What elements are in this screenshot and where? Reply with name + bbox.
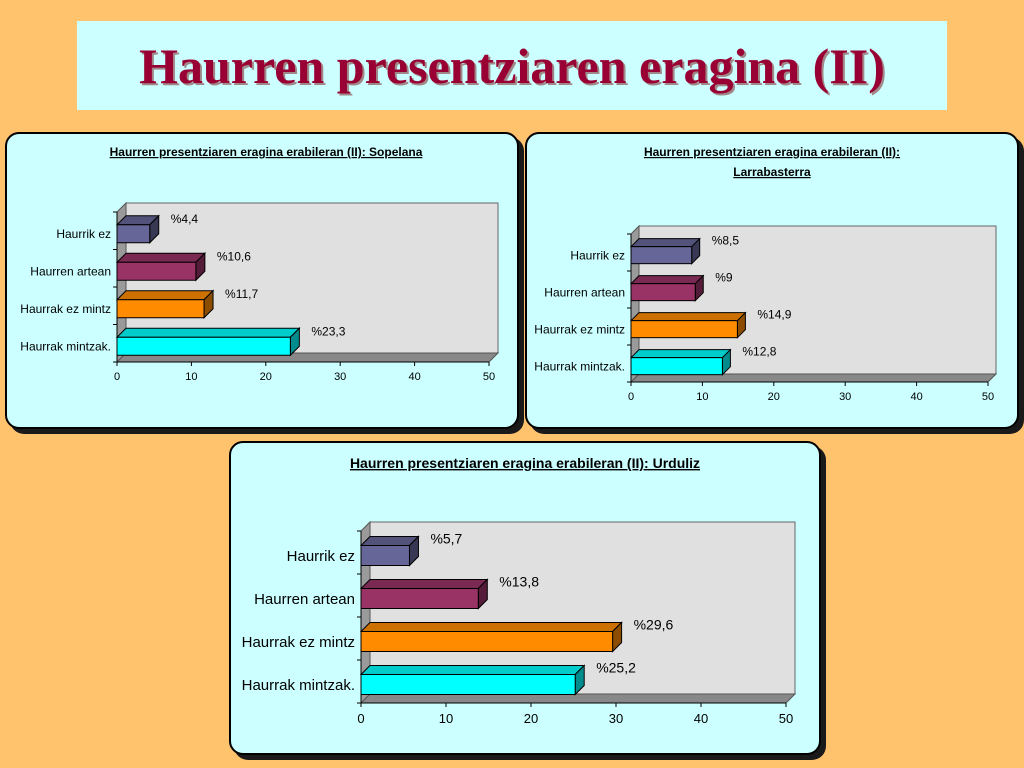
- x-tick-label: 30: [609, 711, 623, 726]
- data-label: %10,6: [217, 249, 251, 263]
- bar: [630, 283, 696, 302]
- bar: [630, 246, 693, 265]
- data-label: %8,5: [712, 234, 740, 248]
- x-tick-label: 50: [483, 371, 495, 383]
- bar-top-face: [115, 252, 207, 263]
- x-tick-label: 50: [779, 711, 793, 726]
- chart-urduliz: Haurren presentziaren eragina erabileran…: [242, 455, 797, 726]
- bar: [360, 674, 576, 695]
- x-tick-label: 40: [408, 371, 420, 383]
- category-label: Haurren artean: [30, 264, 111, 278]
- x-tick-label: 40: [910, 391, 922, 403]
- bar-top-face: [629, 312, 747, 322]
- category-label: Haurrik ez: [570, 248, 625, 262]
- bar-top-face: [629, 275, 705, 285]
- data-label: %12,8: [742, 345, 776, 359]
- chart-title: Haurren presentziaren eragina erabileran…: [110, 145, 423, 159]
- data-label: %23,3: [311, 324, 345, 338]
- data-label: %11,7: [225, 287, 258, 301]
- x-tick-label: 20: [260, 371, 272, 383]
- chart-title: Haurren presentziaren eragina erabileran…: [644, 145, 900, 159]
- data-label: %9: [715, 271, 733, 285]
- bar: [630, 320, 738, 339]
- x-tick-label: 0: [357, 711, 364, 726]
- x-tick-label: 10: [696, 391, 708, 403]
- data-label: %14,9: [757, 308, 791, 322]
- chart-panel-larrabasterra: Haurren presentziaren eragina erabileran…: [525, 132, 1019, 429]
- category-label: Haurrak mintzak.: [534, 359, 625, 373]
- bar: [360, 545, 410, 566]
- plot-floor: [359, 693, 797, 704]
- x-tick-label: 30: [839, 391, 851, 403]
- chart-panel-sopelana: Haurren presentziaren eragina erabileran…: [5, 132, 519, 429]
- bar: [116, 336, 291, 356]
- category-label: Haurrak mintzak.: [242, 677, 355, 694]
- bar: [630, 357, 723, 376]
- chart-sopelana: Haurren presentziaren eragina erabileran…: [20, 145, 500, 383]
- bar-top-face: [115, 327, 301, 338]
- category-label: Haurrik ez: [287, 548, 355, 565]
- data-label: %29,6: [634, 617, 674, 633]
- category-label: Haurren artean: [544, 285, 625, 299]
- bar: [116, 261, 197, 281]
- category-label: Haurrik ez: [56, 227, 111, 241]
- category-label: Haurrak ez mintz: [242, 634, 355, 651]
- x-tick-label: 40: [694, 711, 708, 726]
- bar: [360, 631, 614, 652]
- bar: [360, 588, 479, 609]
- chart-larrabasterra: Haurren presentziaren eragina erabileran…: [534, 145, 998, 403]
- chart-title: Haurren presentziaren eragina erabileran…: [350, 455, 700, 471]
- chart-panel-urduliz: Haurren presentziaren eragina erabileran…: [229, 441, 821, 755]
- bar-top-face: [115, 290, 215, 301]
- x-tick-label: 30: [334, 371, 346, 383]
- data-label: %5,7: [430, 531, 462, 547]
- x-tick-label: 0: [114, 371, 120, 383]
- plot-floor: [629, 373, 998, 383]
- data-label: %4,4: [171, 212, 199, 226]
- bar-top-face: [359, 579, 489, 589]
- chart-title: Larrabasterra: [733, 165, 811, 179]
- category-label: Haurrak ez mintz: [20, 302, 111, 316]
- category-label: Haurrak mintzak.: [20, 339, 111, 353]
- x-tick-label: 0: [628, 391, 634, 403]
- data-label: %25,2: [596, 660, 636, 676]
- bar: [116, 299, 205, 319]
- bar-top-face: [629, 238, 701, 248]
- x-tick-label: 10: [185, 371, 197, 383]
- bar-top-face: [359, 622, 623, 632]
- bar-top-face: [629, 349, 732, 359]
- slide-title: Haurren presentziaren eragina (II): [139, 37, 885, 94]
- slide-title-box: Haurren presentziaren eragina (II): [77, 21, 947, 110]
- x-tick-label: 20: [768, 391, 780, 403]
- x-tick-label: 10: [439, 711, 453, 726]
- category-label: Haurrak ez mintz: [534, 322, 625, 336]
- category-label: Haurren artean: [254, 591, 355, 608]
- x-tick-label: 50: [982, 391, 994, 403]
- bar: [116, 224, 151, 244]
- x-tick-label: 20: [524, 711, 538, 726]
- data-label: %13,8: [499, 574, 539, 590]
- bar-top-face: [359, 536, 420, 546]
- bar-top-face: [359, 665, 586, 675]
